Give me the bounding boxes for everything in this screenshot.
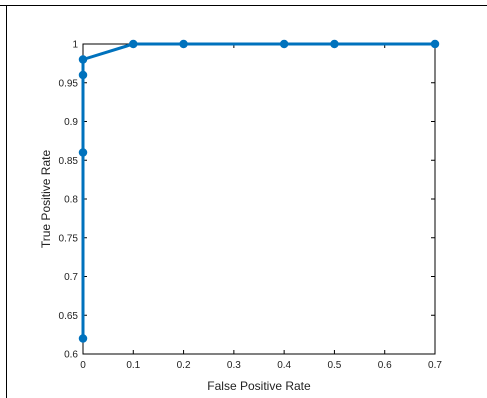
roc-curve-point bbox=[430, 39, 440, 49]
roc-curve-point bbox=[279, 39, 289, 49]
x-tick-label: 0.1 bbox=[126, 360, 140, 371]
x-tick-label: 0.3 bbox=[227, 360, 241, 371]
y-tick-label: 0.75 bbox=[59, 233, 79, 244]
y-tick-label: 0.8 bbox=[64, 195, 78, 206]
roc-curve-point bbox=[330, 39, 339, 49]
plot-area: 0 0.1 0.2 0.3 0.4 0.5 0.6 0.7 0.6 0.65 0.7 0.75 0.8… bbox=[59, 40, 443, 372]
axes-box bbox=[82, 43, 436, 355]
x-tick-label: 0.4 bbox=[277, 360, 291, 371]
y-axis-label: True Positive Rate bbox=[39, 150, 53, 249]
y-tick-label: 0.7 bbox=[64, 272, 78, 283]
roc-curve-point bbox=[129, 39, 138, 49]
y-tick-label: 0.85 bbox=[59, 156, 79, 167]
x-tick-label: 0.5 bbox=[327, 360, 341, 371]
roc-curve-point bbox=[78, 70, 88, 80]
roc-curve-point bbox=[78, 148, 88, 157]
y-tick-label: 0.95 bbox=[59, 78, 79, 89]
roc-curve-point bbox=[78, 334, 88, 343]
x-axis-label: False Positive Rate bbox=[207, 379, 311, 393]
y-tick-label: 0.65 bbox=[59, 311, 79, 322]
y-tick-label: 0.6 bbox=[64, 350, 78, 361]
x-axis-ticks: 0 0.1 0.2 0.3 0.4 0.5 0.6 0.7 bbox=[80, 44, 442, 371]
x-tick-label: 0.6 bbox=[378, 360, 392, 371]
x-tick-label: 0.7 bbox=[428, 360, 442, 371]
y-axis-ticks: 0.6 0.65 0.7 0.75 0.8 0.85 0.9 0.95 1 bbox=[59, 40, 435, 361]
roc-curve-point bbox=[78, 55, 88, 64]
x-tick-label: 0 bbox=[80, 360, 86, 371]
x-tick-label: 0.2 bbox=[177, 360, 191, 371]
y-tick-label: 0.9 bbox=[64, 117, 78, 128]
roc-curve-point bbox=[179, 39, 188, 49]
y-tick-label: 1 bbox=[72, 40, 78, 51]
roc-curve-line bbox=[81, 42, 437, 340]
series-layer bbox=[78, 39, 440, 343]
